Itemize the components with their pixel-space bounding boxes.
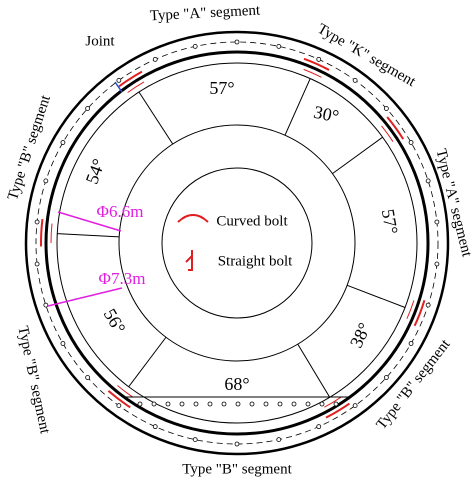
joint-arrow — [114, 81, 123, 93]
dimension-label: Φ7.3m — [99, 269, 146, 288]
angle-label: 30° — [312, 102, 341, 127]
bolt-hole — [179, 401, 185, 407]
outer-ring — [24, 30, 450, 456]
bolt-hole — [291, 401, 297, 407]
bolt-hole — [152, 56, 158, 62]
bolt-hole — [116, 77, 122, 83]
legend-label: Straight bolt — [218, 253, 293, 269]
segment-label: Type "B" segment — [182, 461, 292, 477]
bolt-hole — [383, 106, 389, 111]
bolt-hole — [316, 424, 322, 430]
bolt-hole — [234, 39, 240, 45]
bolt-hole — [383, 375, 389, 380]
lining-ring — [44, 50, 430, 436]
curved-bolt — [50, 223, 53, 244]
bolt-hole — [192, 437, 198, 443]
segment-label: Type "A" segment — [432, 147, 474, 259]
segment-label: Type "B" segment — [5, 92, 54, 202]
bolt-hole — [207, 401, 213, 407]
bolt-hole — [151, 401, 157, 407]
joint-line — [128, 336, 167, 388]
lining-geometry — [24, 30, 450, 456]
bolt-hole — [60, 140, 66, 145]
straight-bolt-icon — [185, 250, 193, 271]
bolt-hole — [425, 302, 431, 308]
bolt-hole — [316, 56, 322, 62]
dimension-line — [57, 211, 122, 232]
bolt-hole — [234, 441, 240, 447]
segment-label: Type "A" segment — [149, 3, 261, 25]
curved-bolt-icon — [177, 214, 209, 223]
curved-bolt — [303, 68, 322, 78]
dimension-line — [47, 287, 123, 307]
angle-label: 54° — [82, 156, 109, 187]
segment-label: Type "B" segment — [14, 325, 53, 436]
inner-circle — [161, 167, 313, 319]
curved-bolt — [107, 390, 131, 409]
curved-bolt — [413, 300, 426, 327]
bolt-hole — [352, 77, 358, 83]
joint-line — [332, 136, 383, 175]
curved-bolt — [40, 218, 44, 247]
bolt-hole — [193, 401, 199, 407]
joint-line — [138, 91, 174, 145]
bolt-hole — [34, 219, 40, 225]
bolt-hole — [277, 401, 283, 407]
bolt-hole — [276, 43, 282, 49]
bolt-hole — [276, 437, 282, 443]
bolt-hole — [192, 43, 198, 49]
bolt-hole — [249, 401, 255, 407]
segment-label: Type "B" segment — [374, 336, 455, 433]
legend-label: Curved bolt — [216, 213, 288, 229]
bolt-hole — [85, 375, 91, 380]
bolt-hole — [43, 178, 49, 184]
joint-line — [346, 284, 406, 308]
bolt-hole — [152, 424, 158, 430]
bolt-hole — [305, 401, 311, 407]
bolt-hole — [425, 178, 431, 184]
segment-inner — [56, 62, 418, 424]
bolt-hole — [408, 341, 414, 346]
dimension-label: Φ6.6m — [97, 202, 144, 221]
bolt-hole — [116, 403, 122, 409]
joint-line — [297, 343, 331, 398]
joint-label: Joint — [85, 33, 115, 49]
curved-bolt — [381, 125, 394, 142]
curved-bolt — [406, 300, 415, 319]
curved-bolt — [127, 81, 145, 93]
bolt-hole — [352, 403, 358, 409]
angle-label: 57° — [209, 78, 234, 98]
joint-line — [284, 78, 311, 136]
bolt-hole — [333, 401, 339, 407]
curved-bolt — [386, 116, 405, 140]
bolt-hole — [235, 401, 241, 407]
joint-line — [57, 233, 120, 238]
curved-bolt-icon — [181, 214, 205, 219]
bolt-hole — [434, 261, 440, 267]
angle-label: 68° — [224, 374, 249, 394]
curved-bolt — [118, 70, 143, 88]
angle-label: 38° — [346, 320, 375, 351]
curved-bolt — [303, 57, 330, 71]
bolt-hole — [221, 401, 227, 407]
angle-label: 56° — [100, 305, 130, 337]
bolt-hole — [408, 140, 414, 145]
bolt-hole — [60, 341, 66, 346]
curved-bolt — [325, 402, 350, 419]
bolt-hole — [319, 401, 325, 407]
angle-label: 57° — [378, 208, 402, 236]
segment-label: Type "K" segment — [315, 21, 419, 90]
bolt-hole — [85, 106, 91, 111]
bolt-hole — [263, 401, 269, 407]
bolt-hole — [165, 401, 171, 407]
middle-circle — [118, 124, 356, 362]
bolt-hole — [137, 401, 143, 407]
bolt-hole — [43, 302, 49, 308]
bolt-hole — [434, 219, 440, 225]
bolt-hole — [34, 261, 40, 267]
